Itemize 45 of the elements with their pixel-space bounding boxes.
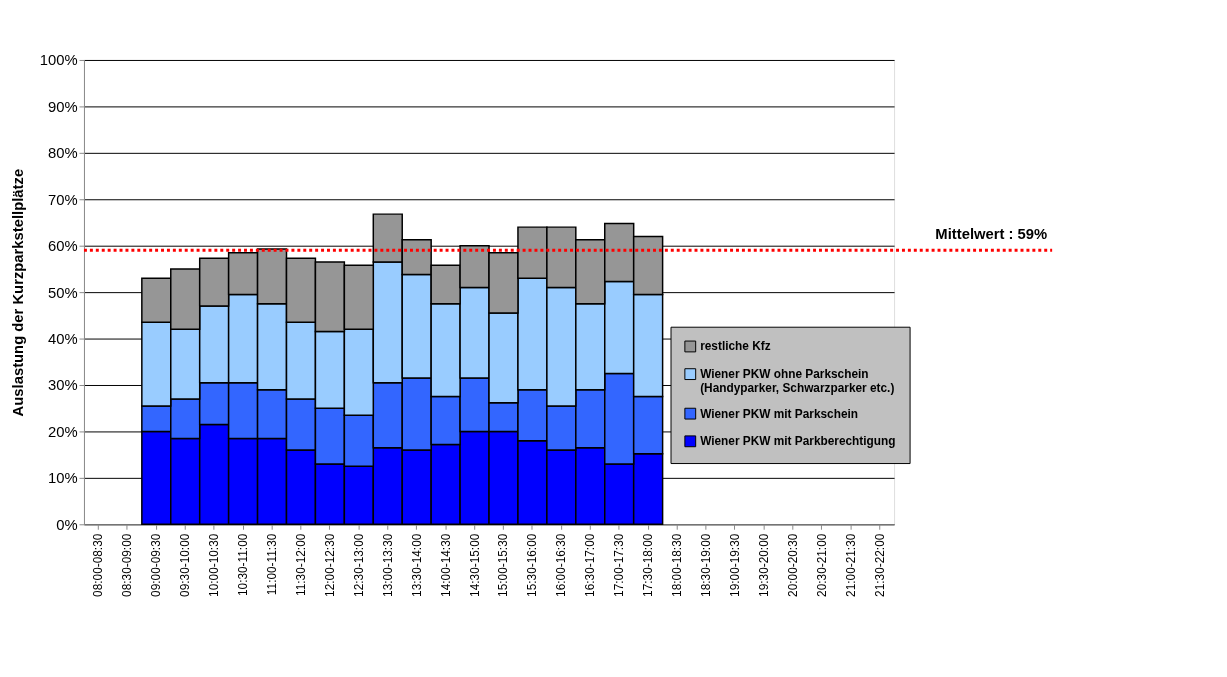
x-tick-label: 08:00-08:30 — [91, 533, 106, 597]
x-tick-label: 20:30-21:00 — [814, 533, 829, 597]
x-tick-label: 16:30-17:00 — [583, 533, 598, 597]
y-tick-label: 50% — [47, 284, 78, 301]
x-tick-label: 09:00-09:30 — [149, 533, 164, 597]
x-tick-label: 19:30-20:00 — [756, 533, 771, 597]
x-tick-label: 17:00-17:30 — [612, 533, 627, 597]
legend-label: Wiener PKW mit Parkschein — [700, 406, 859, 421]
x-tick-label: 17:30-18:00 — [641, 533, 656, 597]
x-tick-label: 15:30-16:00 — [525, 533, 540, 597]
x-tick-label: 20:00-20:30 — [785, 533, 800, 597]
y-axis-title: Auslastung der Kurzparkstellplätze — [9, 168, 26, 417]
x-tick-label: 11:30-12:00 — [293, 533, 308, 597]
ref-line-label: Mittelwert : 59% — [935, 226, 1048, 243]
y-tick-label: 0% — [56, 516, 78, 533]
x-tick-label: 18:00-18:30 — [670, 533, 685, 597]
legend-label: Wiener PKW mit Parkberechtigung — [700, 434, 896, 449]
x-tick-label: 13:00-13:30 — [380, 533, 395, 597]
y-tick-label: 90% — [47, 98, 78, 115]
y-tick-label: 70% — [47, 191, 78, 208]
y-tick-label: 40% — [47, 331, 78, 347]
x-tick-label: 21:00-21:30 — [843, 533, 858, 597]
legend-label: restliche Kfz — [700, 339, 771, 354]
x-tick-label: 14:30-15:00 — [467, 533, 482, 597]
x-tick-label: 21:30-22:00 — [872, 533, 887, 597]
y-tick-label: 100% — [39, 52, 78, 69]
x-tick-label: 16:00-16:30 — [554, 533, 569, 597]
x-tick-label: 19:00-19:30 — [727, 533, 742, 597]
x-tick-label: 10:00-10:30 — [207, 533, 222, 597]
y-tick-label: 30% — [47, 377, 78, 394]
x-tick-label: 11:00-11:30 — [264, 533, 279, 596]
x-tick-label: 12:00-12:30 — [322, 533, 337, 597]
x-tick-label: 12:30-13:00 — [351, 533, 366, 597]
legend-label: Wiener PKW ohne Parkschein (Handyparker, Schwarzparker etc.) — [700, 367, 895, 395]
x-tick-label: 14:00-14:30 — [438, 533, 453, 597]
x-tick-label: 13:30-14:00 — [409, 533, 424, 597]
y-tick-label: 10% — [47, 470, 78, 487]
y-tick-label: 20% — [47, 423, 78, 440]
y-tick-label: 80% — [47, 145, 78, 162]
x-tick-label: 18:30-19:00 — [698, 533, 713, 597]
x-tick-label: 10:30-11:00 — [236, 533, 251, 597]
x-tick-label: 08:30-09:00 — [120, 533, 135, 597]
x-tick-label: 09:30-10:00 — [178, 533, 193, 597]
y-tick-label: 60% — [47, 238, 78, 255]
x-tick-label: 15:00-15:30 — [496, 533, 511, 597]
